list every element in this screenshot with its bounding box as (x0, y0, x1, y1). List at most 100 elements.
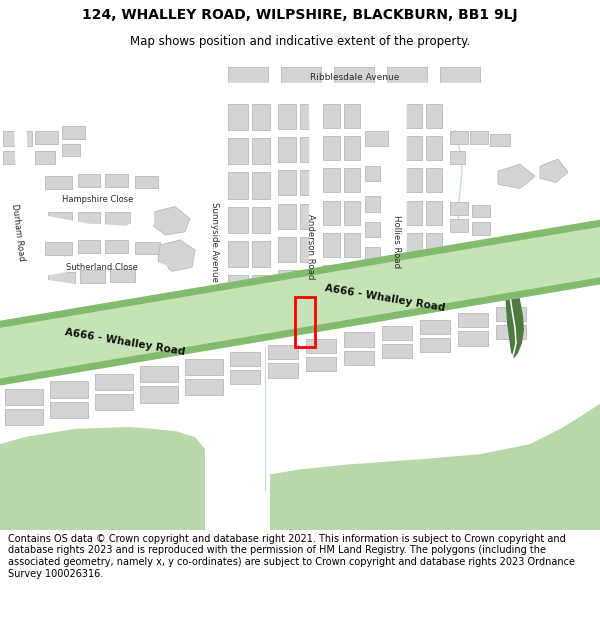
Polygon shape (105, 212, 130, 225)
Polygon shape (450, 151, 465, 164)
Text: Durham Road: Durham Road (10, 202, 26, 261)
Polygon shape (365, 131, 388, 146)
Polygon shape (498, 164, 535, 188)
Polygon shape (278, 104, 296, 129)
Polygon shape (185, 379, 223, 395)
Polygon shape (344, 233, 360, 257)
Polygon shape (344, 136, 360, 160)
Polygon shape (35, 131, 58, 144)
Text: 124, WHALLEY ROAD, WILPSHIRE, BLACKBURN, BB1 9LJ: 124, WHALLEY ROAD, WILPSHIRE, BLACKBURN,… (82, 8, 518, 22)
Polygon shape (382, 344, 412, 358)
Polygon shape (344, 201, 360, 225)
Polygon shape (365, 166, 380, 181)
Polygon shape (420, 338, 450, 352)
Polygon shape (323, 168, 340, 192)
Polygon shape (344, 104, 360, 127)
Polygon shape (0, 427, 205, 530)
Polygon shape (344, 265, 360, 289)
Polygon shape (252, 207, 270, 233)
Text: Map shows position and indicative extent of the property.: Map shows position and indicative extent… (130, 35, 470, 48)
Polygon shape (440, 67, 480, 83)
Polygon shape (228, 207, 248, 233)
Polygon shape (382, 326, 412, 340)
Polygon shape (5, 389, 43, 405)
Polygon shape (458, 331, 488, 346)
Polygon shape (344, 168, 360, 192)
Polygon shape (252, 276, 270, 302)
Polygon shape (426, 136, 442, 160)
Polygon shape (365, 196, 380, 212)
Polygon shape (323, 298, 340, 322)
Polygon shape (135, 242, 160, 254)
Polygon shape (406, 201, 422, 225)
Polygon shape (406, 136, 422, 160)
Polygon shape (140, 386, 178, 402)
Polygon shape (35, 151, 55, 164)
Polygon shape (387, 67, 427, 83)
Polygon shape (252, 173, 270, 199)
Polygon shape (344, 332, 374, 347)
Polygon shape (278, 270, 296, 296)
Polygon shape (490, 134, 510, 146)
Polygon shape (0, 220, 600, 386)
Polygon shape (278, 204, 296, 229)
Polygon shape (540, 159, 568, 182)
Polygon shape (323, 104, 340, 127)
Polygon shape (278, 304, 296, 329)
Polygon shape (158, 240, 195, 271)
Polygon shape (420, 319, 450, 334)
Text: Anderson Road: Anderson Road (305, 214, 314, 280)
Polygon shape (95, 374, 133, 390)
Polygon shape (300, 137, 316, 162)
Polygon shape (300, 270, 316, 296)
Polygon shape (450, 201, 468, 214)
Polygon shape (62, 144, 80, 156)
Polygon shape (135, 176, 158, 188)
Text: Ribblesdale Avenue: Ribblesdale Avenue (310, 72, 400, 82)
Polygon shape (300, 204, 316, 229)
Polygon shape (152, 207, 190, 235)
Polygon shape (3, 131, 32, 146)
Polygon shape (406, 168, 422, 192)
Polygon shape (450, 219, 468, 232)
Text: A666 - Whalley Road: A666 - Whalley Road (64, 328, 186, 357)
Polygon shape (228, 104, 248, 130)
Polygon shape (78, 212, 100, 225)
Polygon shape (5, 409, 43, 426)
Polygon shape (50, 381, 88, 398)
Polygon shape (300, 104, 316, 129)
Polygon shape (472, 222, 490, 235)
Polygon shape (306, 357, 336, 371)
Text: Sunnyside Avenue: Sunnyside Avenue (211, 202, 220, 282)
Polygon shape (228, 138, 248, 164)
Polygon shape (105, 174, 128, 188)
Polygon shape (426, 201, 442, 225)
Polygon shape (426, 233, 442, 257)
Polygon shape (281, 67, 321, 83)
Polygon shape (278, 237, 296, 262)
Polygon shape (306, 339, 336, 353)
Polygon shape (0, 220, 600, 328)
Polygon shape (228, 309, 248, 336)
Polygon shape (252, 104, 270, 130)
Polygon shape (406, 233, 422, 257)
Text: Contains OS data © Crown copyright and database right 2021. This information is : Contains OS data © Crown copyright and d… (8, 534, 575, 579)
Polygon shape (406, 265, 422, 289)
Polygon shape (323, 265, 340, 289)
Polygon shape (48, 272, 75, 286)
Polygon shape (105, 240, 128, 253)
Polygon shape (365, 222, 380, 237)
Polygon shape (50, 402, 88, 418)
Polygon shape (78, 174, 100, 188)
Polygon shape (45, 176, 72, 189)
Polygon shape (496, 325, 526, 339)
Polygon shape (503, 259, 524, 358)
Polygon shape (252, 241, 270, 268)
Polygon shape (95, 394, 133, 410)
Text: Hampshire Close: Hampshire Close (62, 195, 134, 204)
Polygon shape (230, 370, 260, 384)
Polygon shape (323, 136, 340, 160)
Polygon shape (78, 240, 100, 253)
Text: A666 - Whalley Road: A666 - Whalley Road (324, 283, 446, 313)
Polygon shape (185, 359, 223, 375)
